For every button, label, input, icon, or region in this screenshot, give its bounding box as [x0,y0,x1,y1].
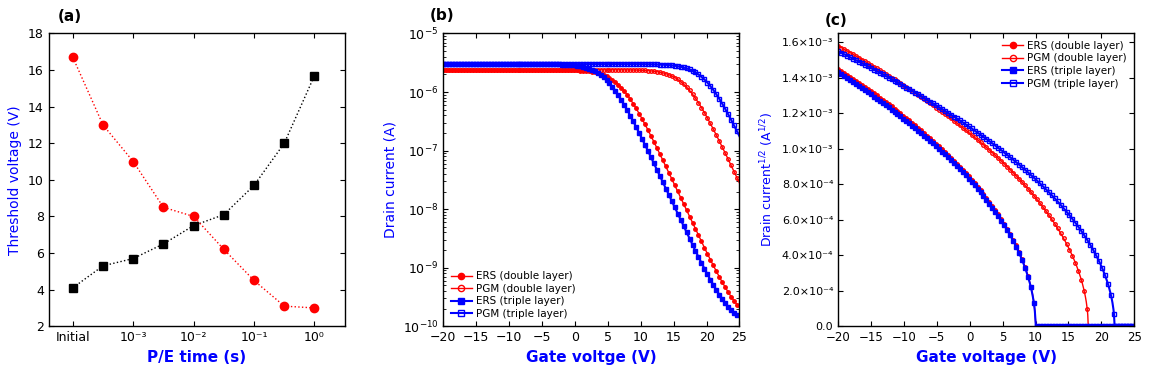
PGM (double layer) [611,68,624,72]
PGM (double layer) [883,75,897,79]
ERS (double layer) [1006,236,1020,241]
ERS (triple layer) [733,314,746,319]
PGM (double layer) [659,72,673,76]
Legend: ERS (double layer), PGM (double layer), ERS (triple layer), PGM (triple layer): ERS (double layer), PGM (double layer), … [448,269,577,321]
PGM (triple layer) [831,49,845,53]
X-axis label: Gate voltge (V): Gate voltge (V) [526,350,657,365]
Text: (c): (c) [825,13,848,28]
ERS (double layer) [634,115,647,119]
PGM (triple layer) [1006,157,1020,162]
ERS (triple layer) [489,62,503,66]
ERS (triple layer) [1055,324,1068,329]
ERS (triple layer) [659,187,673,192]
Y-axis label: Threshold voltage (V): Threshold voltage (V) [8,105,22,255]
Line: ERS (double layer): ERS (double layer) [442,68,742,309]
PGM (double layer) [1006,170,1020,174]
ERS (double layer) [965,178,979,183]
ERS (triple layer) [883,107,897,111]
Line: PGM (triple layer): PGM (triple layer) [442,62,742,138]
ERS (double layer) [437,68,451,72]
ERS (triple layer) [634,135,647,139]
Line: PGM (double layer): PGM (double layer) [442,68,742,185]
PGM (double layer) [570,68,584,72]
Text: (b): (b) [430,8,455,23]
ERS (triple layer) [1006,238,1020,242]
PGM (triple layer) [659,63,673,67]
ERS (triple layer) [570,64,584,68]
ERS (triple layer) [1127,324,1141,329]
PGM (double layer) [513,68,527,72]
PGM (triple layer) [489,62,503,66]
PGM (double layer) [489,68,503,72]
PGM (triple layer) [634,62,647,66]
PGM (triple layer) [907,90,921,94]
Text: (a): (a) [58,9,82,24]
Line: ERS (triple layer): ERS (triple layer) [442,62,742,319]
PGM (double layer) [907,90,921,95]
PGM (double layer) [1055,232,1068,236]
ERS (triple layer) [513,62,527,66]
ERS (double layer) [513,68,527,72]
ERS (double layer) [1029,324,1043,329]
X-axis label: Gate voltage (V): Gate voltage (V) [915,350,1057,365]
PGM (double layer) [437,68,451,72]
PGM (triple layer) [1055,203,1068,207]
ERS (double layer) [907,122,921,127]
ERS (triple layer) [907,125,921,129]
ERS (double layer) [1029,324,1043,329]
ERS (double layer) [489,68,503,72]
PGM (double layer) [1029,196,1043,200]
Line: PGM (triple layer): PGM (triple layer) [836,50,1136,328]
PGM (triple layer) [570,62,584,66]
PGM (double layer) [831,44,845,48]
ERS (double layer) [570,68,584,73]
Line: PGM (double layer): PGM (double layer) [836,44,1136,328]
PGM (double layer) [733,181,746,185]
ERS (triple layer) [965,180,979,185]
PGM (triple layer) [965,126,979,131]
PGM (double layer) [634,68,647,72]
ERS (double layer) [1127,324,1141,329]
PGM (triple layer) [437,62,451,66]
PGM (triple layer) [1029,177,1043,182]
ERS (triple layer) [831,70,845,75]
Y-axis label: Drain current (A): Drain current (A) [383,121,397,238]
PGM (triple layer) [611,62,624,66]
ERS (double layer) [611,82,624,87]
Legend: ERS (double layer), PGM (double layer), ERS (triple layer), PGM (triple layer): ERS (double layer), PGM (double layer), … [1000,39,1129,91]
ERS (double layer) [659,165,673,170]
Line: ERS (triple layer): ERS (triple layer) [836,71,1136,328]
Y-axis label: Drain current$^{1/2}$ (A$^{1/2}$): Drain current$^{1/2}$ (A$^{1/2}$) [759,112,776,247]
ERS (double layer) [883,103,897,108]
PGM (triple layer) [883,76,897,81]
X-axis label: P/E time (s): P/E time (s) [147,350,246,365]
ERS (double layer) [1055,324,1068,329]
PGM (triple layer) [1109,324,1122,329]
ERS (triple layer) [611,93,624,97]
ERS (triple layer) [1029,324,1043,329]
PGM (double layer) [1081,324,1095,329]
Line: ERS (double layer): ERS (double layer) [836,67,1136,328]
ERS (triple layer) [1029,324,1043,329]
PGM (triple layer) [733,134,746,138]
PGM (triple layer) [1127,324,1141,329]
ERS (double layer) [733,305,746,310]
PGM (triple layer) [513,62,527,66]
ERS (double layer) [831,67,845,71]
ERS (triple layer) [437,62,451,66]
PGM (double layer) [965,133,979,138]
PGM (double layer) [1127,324,1141,329]
